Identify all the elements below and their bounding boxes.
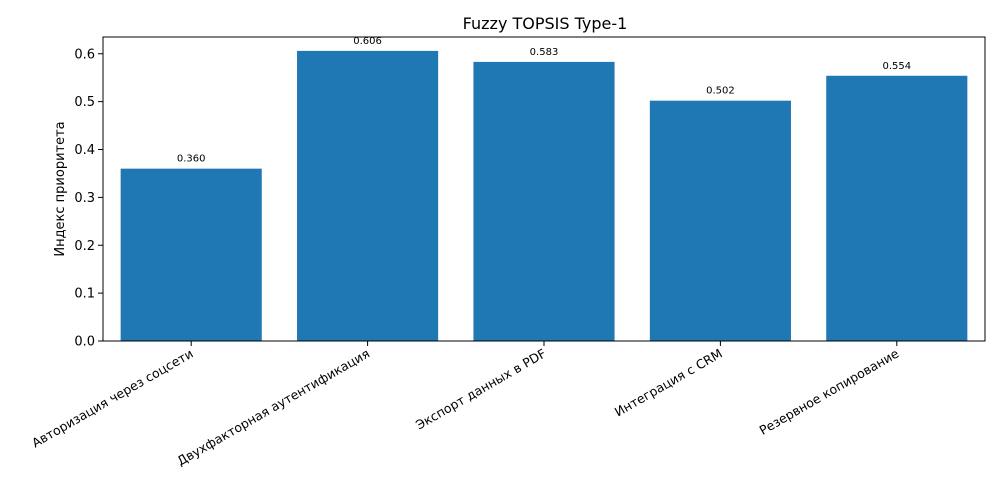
y-tick-label-5: 0.5: [74, 95, 95, 110]
plot-frame: [102, 36, 986, 342]
y-tick-label-6: 0.6: [74, 47, 95, 62]
bar-4: [649, 100, 791, 341]
y-tick-label-3: 0.3: [74, 191, 95, 206]
chart-title: Fuzzy TOPSIS Type-1: [463, 14, 628, 33]
y-tick-label-0: 0.0: [74, 335, 95, 350]
value-label-3: 0.583: [530, 47, 559, 58]
value-label-5: 0.554: [882, 61, 911, 72]
bar-2: [297, 50, 439, 342]
bar-5: [826, 75, 968, 341]
y-tick-label-4: 0.4: [74, 143, 95, 158]
x-tick-label-5: Резервное копирование: [757, 345, 902, 437]
x-tick-label-4: Интеграция с CRM: [612, 346, 725, 420]
y-tick-label-2: 0.2: [74, 239, 95, 254]
x-tick-label-3: Экспорт данных в PDF: [413, 346, 548, 433]
value-label-2: 0.606: [353, 36, 382, 47]
value-label-1: 0.360: [177, 154, 206, 165]
x-tick-label-2: Двухфакторная аутентификация: [174, 346, 372, 469]
y-tick-label-1: 0.1: [74, 287, 95, 302]
bar-3: [473, 61, 615, 341]
y-axis-label: Индекс приоритета: [53, 121, 68, 256]
value-label-4: 0.502: [706, 86, 735, 97]
x-tick-label-1: Авторизация через соцсети: [29, 346, 196, 451]
bar-1: [120, 168, 262, 341]
plot-area: 0.360 Авторизация через соцсети 0.606 Двухф…: [29, 36, 986, 469]
